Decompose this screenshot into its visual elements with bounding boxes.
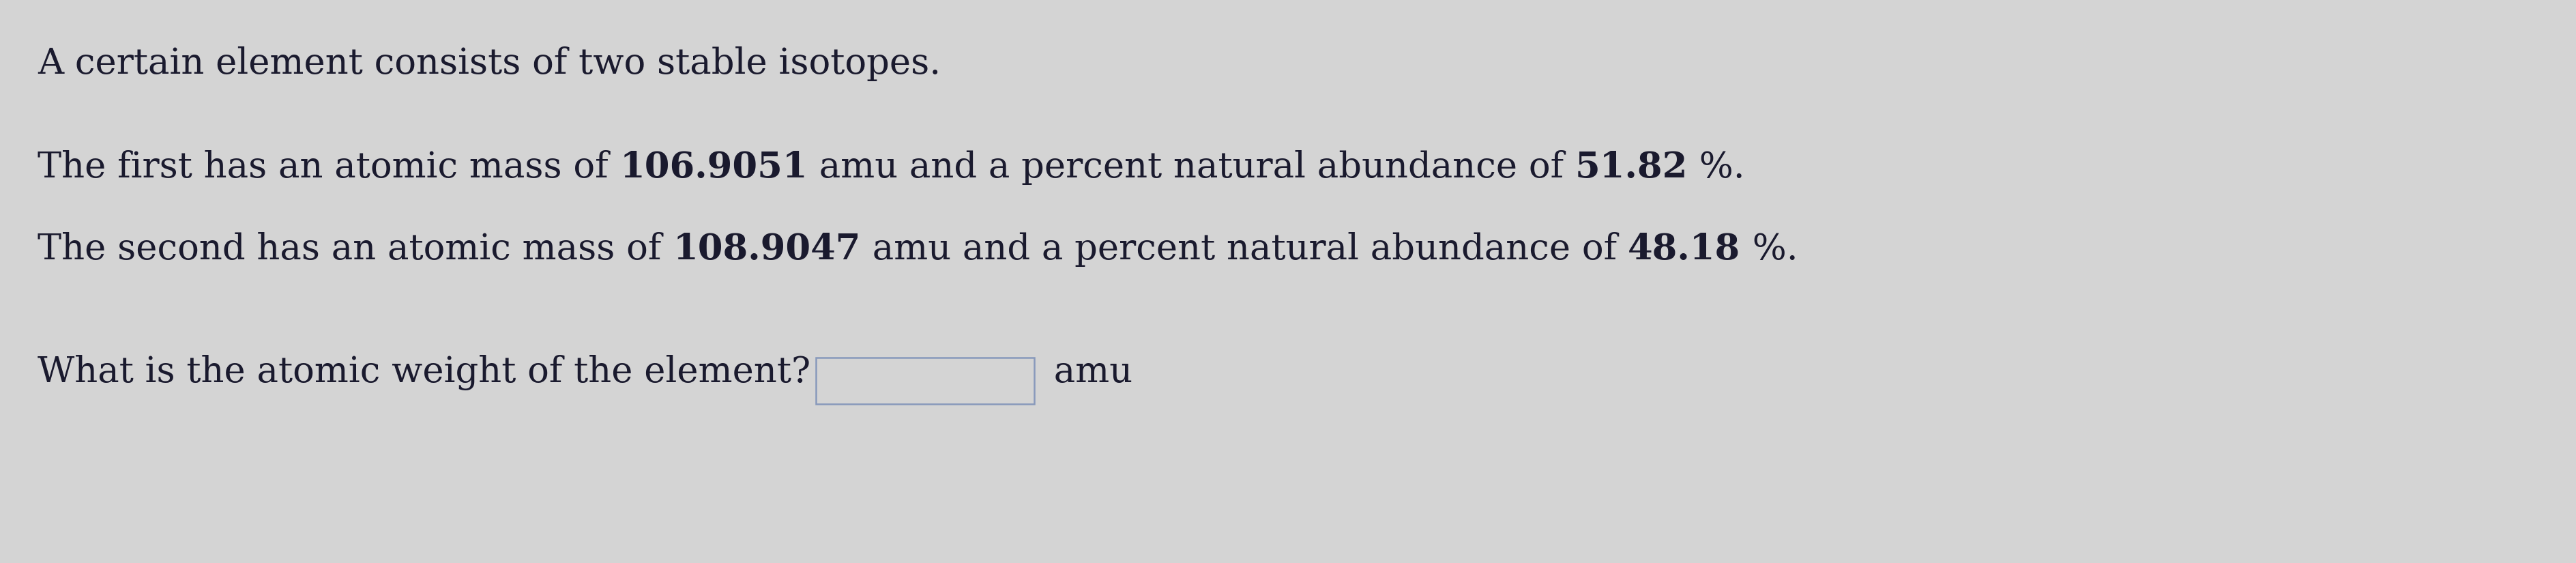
Text: 48.18: 48.18	[1628, 232, 1741, 267]
Text: A certain element consists of two stable isotopes.: A certain element consists of two stable…	[39, 46, 940, 81]
Text: 106.9051: 106.9051	[621, 150, 809, 185]
Text: What is the atomic weight of the element?: What is the atomic weight of the element…	[39, 355, 811, 390]
Text: amu and a percent natural abundance of: amu and a percent natural abundance of	[860, 232, 1628, 267]
Text: 108.9047: 108.9047	[672, 232, 860, 267]
Text: %.: %.	[1741, 232, 1798, 267]
Text: %.: %.	[1687, 150, 1744, 185]
Text: amu and a percent natural abundance of: amu and a percent natural abundance of	[809, 150, 1574, 185]
Bar	[817, 358, 1036, 404]
Text: The first has an atomic mass of: The first has an atomic mass of	[39, 150, 621, 185]
Text: The second has an atomic mass of: The second has an atomic mass of	[39, 232, 672, 267]
Text: 51.82: 51.82	[1574, 150, 1687, 185]
Text: amu: amu	[1043, 355, 1133, 390]
